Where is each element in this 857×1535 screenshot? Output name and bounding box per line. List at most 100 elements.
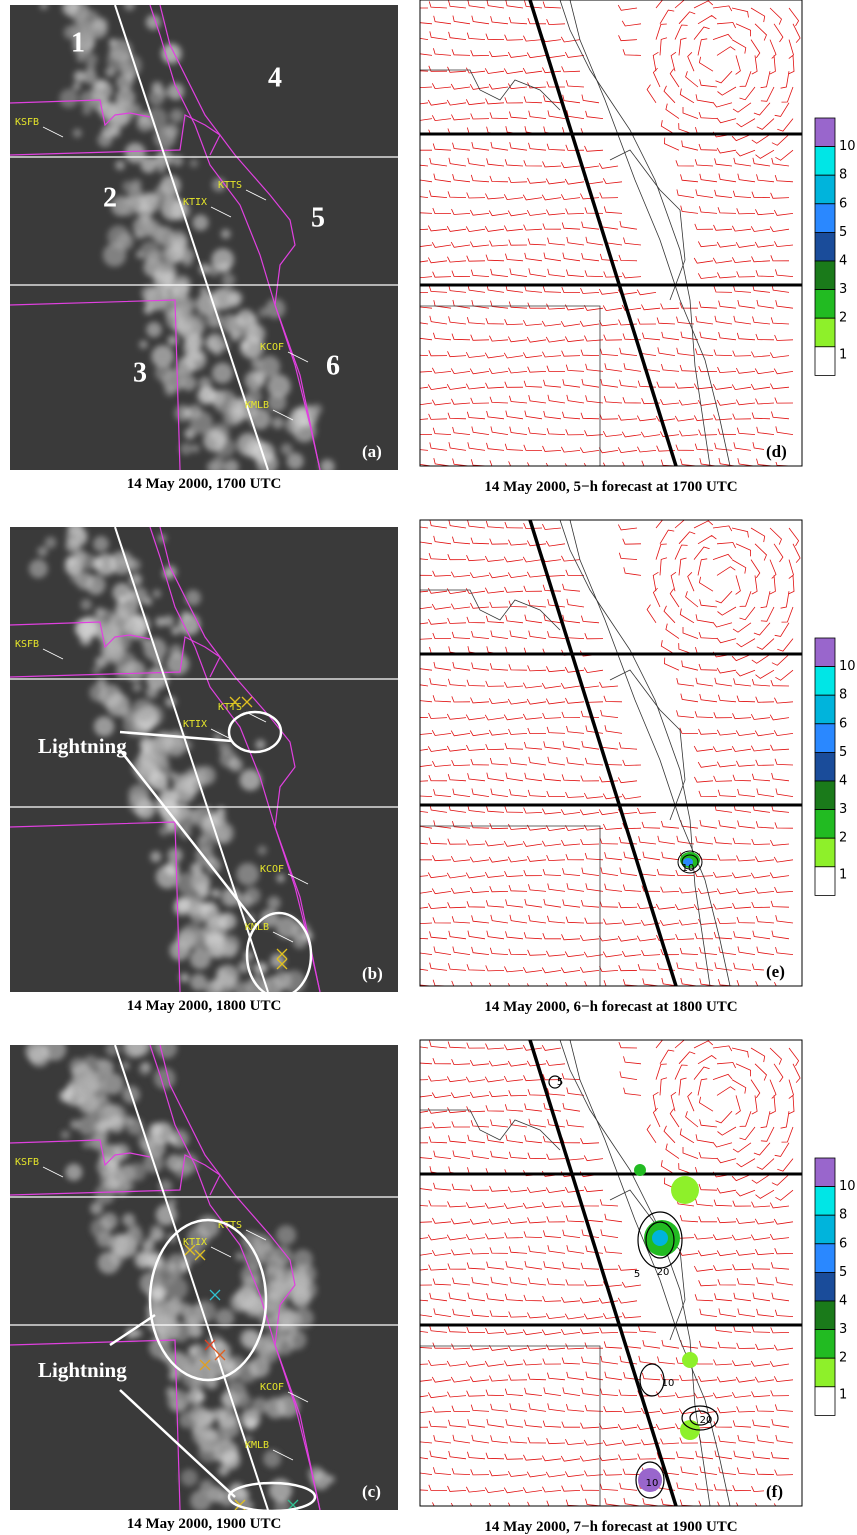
- cloud: [171, 626, 180, 635]
- cloud: [65, 1164, 82, 1181]
- cloud: [211, 945, 219, 953]
- region-number: 1: [71, 27, 85, 58]
- cloud: [65, 559, 82, 576]
- cloud: [311, 404, 322, 415]
- cloud: [211, 248, 234, 271]
- cloud: [287, 1330, 307, 1350]
- cloud: [157, 755, 170, 768]
- colorbar-label: 4: [839, 774, 847, 789]
- colorbar-label: 8: [839, 1208, 847, 1223]
- background: [420, 0, 802, 466]
- cloud: [229, 291, 242, 304]
- colorbar-box: [815, 724, 835, 753]
- cloud: [244, 951, 254, 961]
- cloud: [265, 1256, 285, 1276]
- contour-label: 20: [700, 1415, 713, 1426]
- cloud: [98, 1252, 120, 1274]
- cloud: [252, 1397, 268, 1413]
- panel-letter: (c): [362, 1482, 381, 1501]
- station-label: KTTS: [218, 180, 242, 191]
- forecast-panel: 5520102010(f): [409, 1036, 802, 1509]
- cloud: [205, 333, 224, 352]
- station-label: KMLB: [245, 400, 269, 411]
- caption: 14 May 2000, 1700 UTC: [127, 476, 282, 492]
- colorbar-box: [815, 290, 835, 319]
- cloud: [114, 1180, 129, 1195]
- region-number: 4: [268, 62, 282, 93]
- cloud: [139, 340, 148, 349]
- forecast-map: [409, 0, 802, 469]
- cloud: [240, 341, 249, 350]
- cloud: [229, 758, 243, 772]
- panel-letter: (f): [766, 1482, 783, 1501]
- precip: [634, 1164, 646, 1176]
- cloud: [59, 89, 78, 108]
- station-label: KTIX: [183, 197, 207, 208]
- annotation: Lightning: [38, 734, 127, 758]
- cloud: [139, 192, 160, 213]
- cloud: [150, 1225, 162, 1237]
- cloud: [102, 562, 112, 572]
- colorbar-label: 1: [839, 347, 847, 362]
- cloud: [172, 309, 182, 319]
- cloud: [132, 683, 141, 692]
- cloud: [178, 294, 186, 302]
- cloud: [93, 536, 109, 552]
- colorbar-box: [815, 1330, 835, 1359]
- cloud: [236, 863, 259, 886]
- cloud: [190, 949, 211, 970]
- colorbar-label: 5: [839, 1265, 847, 1280]
- cloud: [157, 165, 165, 173]
- cloud: [94, 17, 108, 31]
- cloud: [85, 53, 97, 65]
- cloud: [235, 1392, 251, 1408]
- cloud: [241, 1265, 261, 1285]
- cloud: [155, 364, 173, 382]
- forecast-map: 10: [409, 516, 802, 989]
- cloud: [146, 322, 161, 337]
- cloud: [144, 597, 152, 605]
- background: [420, 520, 802, 986]
- cloud: [185, 590, 201, 606]
- colorbar-box: [815, 867, 835, 896]
- cloud: [221, 1357, 235, 1371]
- cloud: [128, 1223, 140, 1235]
- cloud: [91, 80, 112, 101]
- cloud: [137, 115, 153, 131]
- colorbar-box: [815, 147, 835, 176]
- cloud: [25, 1040, 48, 1063]
- colorbar-box: [815, 1358, 835, 1387]
- precip: [652, 1230, 668, 1246]
- colorbar-label: 6: [839, 196, 847, 211]
- cloud: [274, 971, 292, 989]
- cloud: [217, 1465, 228, 1476]
- cloud: [272, 417, 284, 429]
- cloud: [192, 215, 208, 231]
- colorbar-box: [815, 1215, 835, 1244]
- cloud: [170, 109, 184, 123]
- cloud: [285, 416, 302, 433]
- cloud: [103, 243, 126, 266]
- cloud: [119, 198, 137, 216]
- cloud: [246, 324, 265, 343]
- caption: 14 May 2000, 1800 UTC: [127, 998, 282, 1014]
- precip: [682, 1352, 698, 1368]
- cloud: [219, 913, 236, 930]
- annotation: Lightning: [38, 1358, 127, 1382]
- background: [10, 527, 398, 992]
- cloud: [37, 546, 47, 556]
- region-number: 5: [311, 202, 325, 233]
- cloud: [183, 314, 193, 324]
- colorbar-label: 2: [839, 831, 847, 846]
- cloud: [149, 225, 165, 241]
- satellite-image: KSFBKTTSKTIXKCOFKMLB123456: [10, 0, 398, 474]
- colorbar-box: [815, 204, 835, 233]
- cloud: [217, 967, 226, 976]
- region-number: 6: [326, 350, 340, 381]
- figure: KSFBKTTSKTIXKCOFKMLB123456(a)14 May 2000…: [0, 0, 857, 1535]
- cloud: [97, 1120, 110, 1133]
- region-number: 2: [103, 182, 117, 213]
- cloud: [146, 15, 161, 30]
- station-label: KSFB: [15, 639, 39, 650]
